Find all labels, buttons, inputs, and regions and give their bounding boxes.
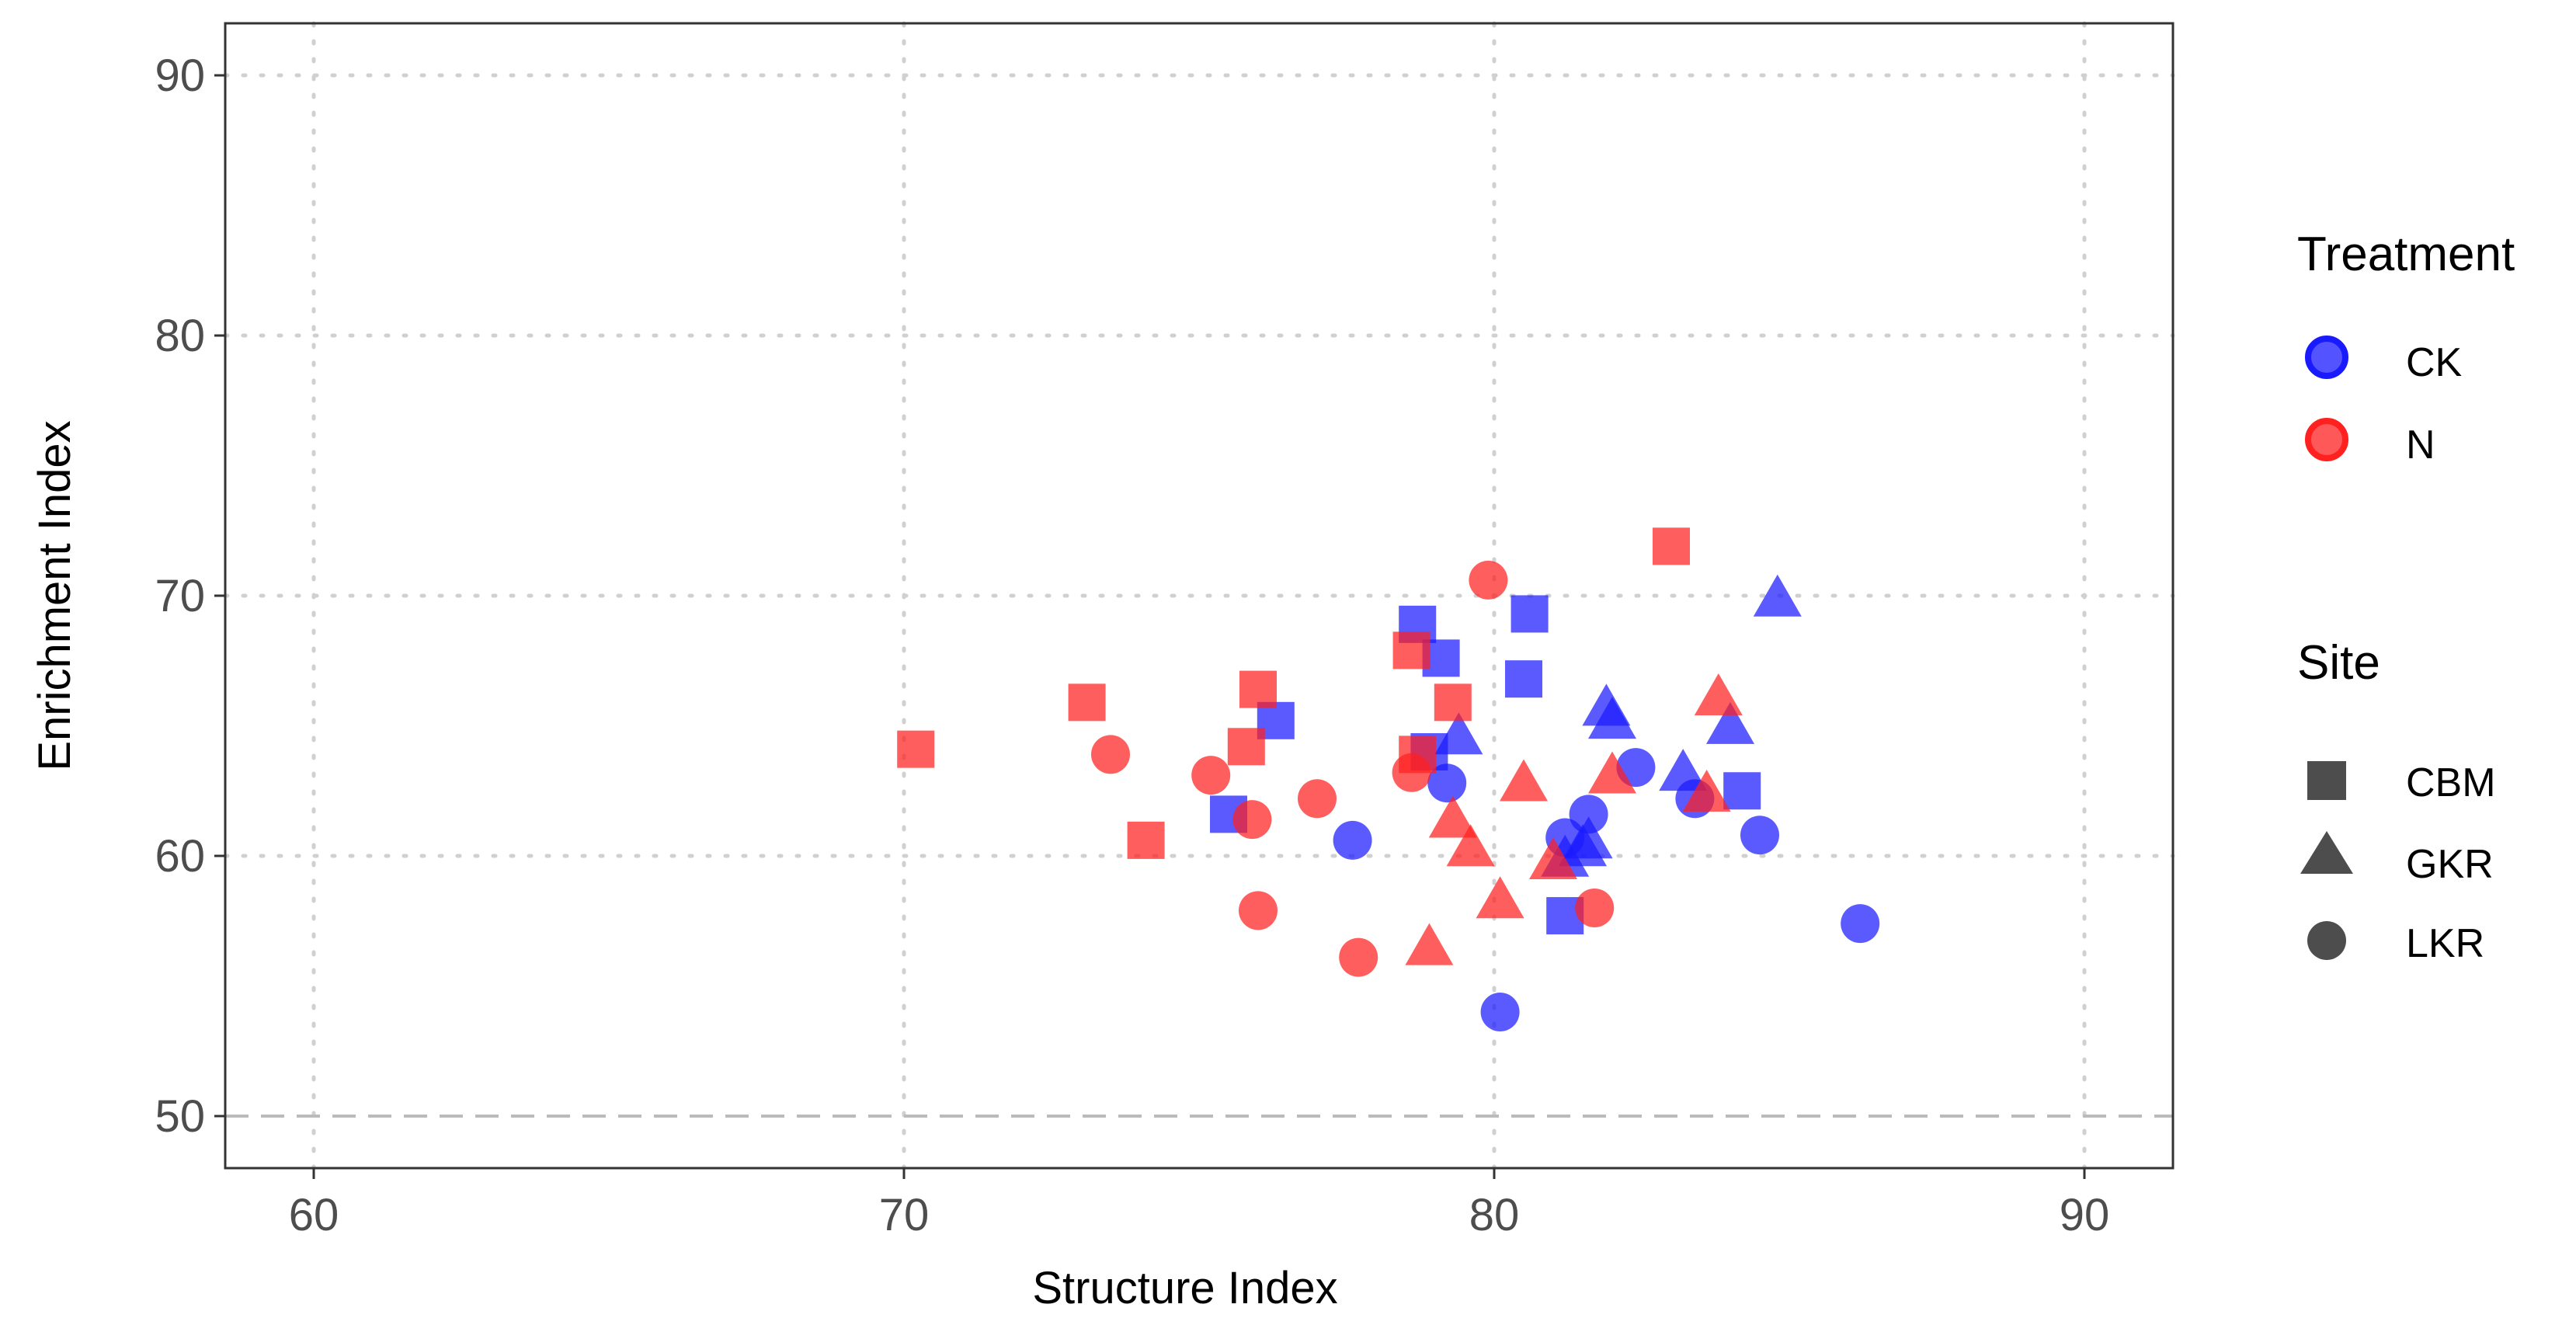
y-tick-label: 90 — [155, 50, 205, 101]
data-point-ck-gkr — [1753, 574, 1802, 617]
data-point-ck-gkr — [1588, 697, 1636, 739]
data-point-n-gkr — [1405, 923, 1454, 965]
legend-n-label: N — [2406, 423, 2435, 468]
data-point-n-gkr — [1500, 759, 1548, 802]
data-point-n-cbm — [1227, 728, 1265, 766]
legend-site-title: Site — [2297, 636, 2380, 690]
legend-item-cbm: CBM — [2307, 760, 2496, 805]
triangle-icon — [2300, 831, 2353, 874]
circle-icon — [2307, 921, 2346, 960]
data-point-n-gkr — [1588, 751, 1636, 794]
legend-ck-label: CK — [2406, 340, 2463, 385]
data-point-n-gkr — [1476, 876, 1524, 919]
data-point-n-cbm — [897, 730, 935, 768]
x-tick-label: 90 — [2060, 1190, 2110, 1240]
data-points — [897, 527, 1880, 1031]
data-point-n-gkr — [1428, 795, 1477, 838]
x-tick-label: 60 — [289, 1190, 339, 1240]
legend-cbm-label: CBM — [2406, 760, 2496, 805]
legend-ck-swatch — [2305, 336, 2348, 379]
data-point-ck-gkr — [1434, 712, 1483, 755]
data-point-n-cbm — [1127, 821, 1165, 859]
data-point-n-gkr — [1529, 837, 1577, 880]
data-point-ck-lkr — [1569, 795, 1608, 834]
legend-item-n: N — [2305, 418, 2435, 468]
legend-item-ck: CK — [2305, 336, 2463, 385]
legend-n-swatch — [2305, 418, 2348, 461]
data-point-n-lkr — [1469, 560, 1508, 600]
data-point-n-lkr — [1191, 756, 1231, 795]
data-point-n-lkr — [1091, 735, 1130, 774]
data-point-ck-cbm — [1723, 772, 1761, 810]
y-tick-label: 50 — [155, 1091, 205, 1142]
x-tick-label: 70 — [879, 1190, 930, 1240]
data-point-n-cbm — [1434, 683, 1472, 722]
data-point-ck-lkr — [1480, 993, 1520, 1031]
x-tick-label: 80 — [1469, 1190, 1520, 1240]
data-point-n-lkr — [1298, 779, 1337, 819]
legend-lkr-label: LKR — [2406, 921, 2484, 966]
data-point-n-cbm — [1392, 631, 1431, 669]
data-point-n-lkr — [1392, 753, 1431, 792]
y-tick-label: 80 — [155, 311, 205, 361]
data-point-n-lkr — [1232, 800, 1272, 840]
data-point-n-gkr — [1682, 769, 1731, 812]
data-point-n-cbm — [1068, 683, 1106, 722]
data-point-n-gkr — [1694, 673, 1743, 715]
legend-gkr-label: GKR — [2406, 842, 2494, 887]
data-point-ck-lkr — [1427, 763, 1467, 803]
data-point-n-cbm — [1239, 670, 1277, 708]
y-tick-label: 70 — [155, 571, 205, 621]
legend-item-gkr: GKR — [2300, 831, 2494, 887]
data-point-n-gkr — [1446, 824, 1495, 867]
data-point-n-lkr — [1339, 937, 1378, 977]
data-point-n-lkr — [1239, 891, 1278, 930]
data-point-n-cbm — [1653, 527, 1690, 565]
data-point-ck-cbm — [1505, 660, 1542, 698]
data-point-ck-lkr — [1740, 816, 1779, 855]
data-point-n-lkr — [1575, 889, 1615, 927]
data-point-ck-cbm — [1510, 595, 1549, 633]
axis-ticks: 60 70 80 90 50 60 70 80 90 — [155, 50, 2109, 1240]
legend-item-lkr: LKR — [2307, 921, 2484, 966]
data-point-ck-lkr — [1333, 820, 1372, 860]
y-axis-title: Enrichment Index — [30, 420, 80, 770]
legend-treatment-title: Treatment — [2297, 228, 2515, 281]
square-icon — [2307, 761, 2346, 800]
y-tick-label: 60 — [155, 831, 205, 882]
legend: Treatment CK N Site CBM GKR LKR — [2297, 228, 2515, 966]
x-axis-title: Structure Index — [1032, 1263, 1337, 1313]
data-point-ck-gkr — [1706, 701, 1754, 744]
data-point-ck-lkr — [1841, 904, 1880, 944]
